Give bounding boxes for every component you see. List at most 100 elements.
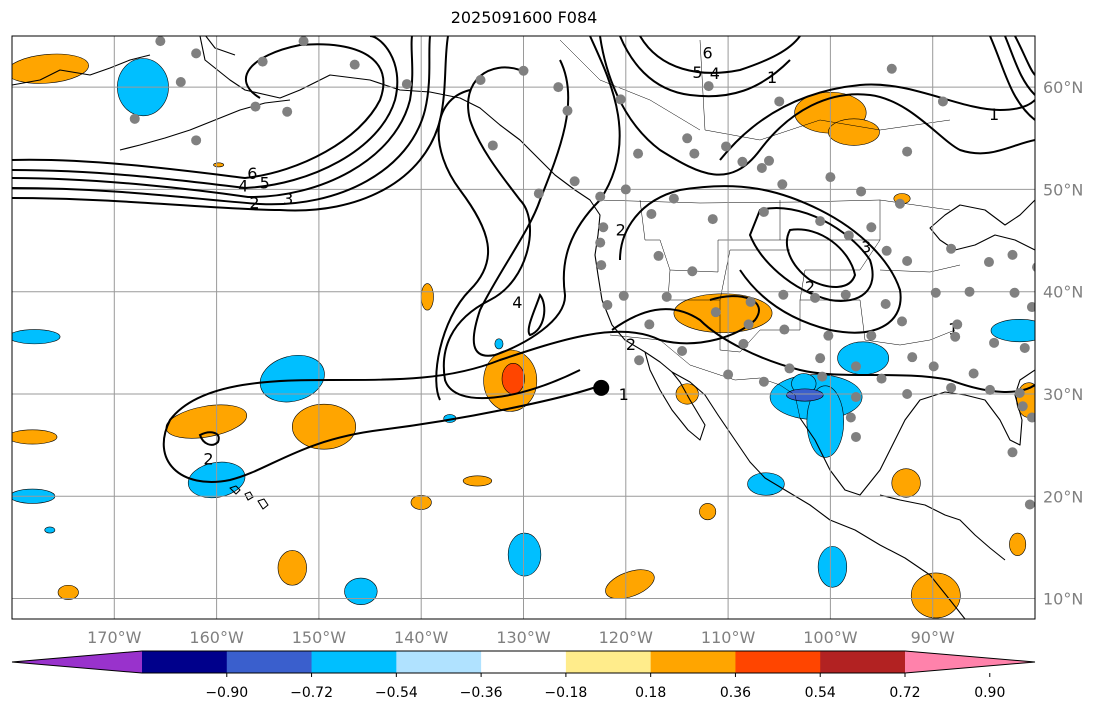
station-dot <box>745 296 756 307</box>
station-dot <box>191 135 202 146</box>
station-dot <box>349 59 360 70</box>
graticule <box>12 36 1035 619</box>
contour-label: 4 <box>512 293 522 312</box>
latitude-label: 60°N <box>1043 78 1083 97</box>
station-dot <box>1009 287 1020 298</box>
station-dot <box>191 48 202 59</box>
negative-anomaly-area <box>259 355 325 403</box>
positive-anomaly-area <box>462 475 493 487</box>
latitude-label: 50°N <box>1043 180 1083 199</box>
station-dot <box>634 355 645 366</box>
colorbar-segment <box>396 651 482 673</box>
station-dot <box>983 257 994 268</box>
latitude-tick-labels: 10°N 20°N 30°N 40°N 50°N 60°N <box>1043 78 1083 608</box>
station-dot <box>298 36 309 47</box>
station-dot <box>774 96 785 107</box>
colorbar-segment <box>311 651 397 673</box>
station-dot <box>856 186 867 197</box>
station-dot <box>595 237 606 248</box>
station-dot <box>946 382 957 393</box>
positive-anomaly-area <box>910 572 961 619</box>
station-dot <box>401 79 412 90</box>
station-dot <box>902 256 913 267</box>
colorbar-tick-label: −0.72 <box>290 685 333 701</box>
longitude-label: 150°W <box>292 628 347 647</box>
station-dot <box>825 172 836 183</box>
station-dot <box>946 243 957 254</box>
positive-anomaly-area <box>501 362 525 395</box>
contour-label: 5 <box>260 173 270 192</box>
positive-anomaly-area <box>828 118 880 146</box>
station-dot <box>952 319 963 330</box>
shading-layer <box>12 53 1035 619</box>
station-dot <box>615 94 626 105</box>
station-dot <box>595 191 606 202</box>
contour-label: 3 <box>283 190 293 209</box>
longitude-label: 90°W <box>911 628 955 647</box>
contour-label: 1 <box>948 320 958 339</box>
colorbar-segment <box>735 651 821 673</box>
station-dot <box>707 214 718 225</box>
negative-anomaly-area <box>990 319 1035 343</box>
longitude-label: 160°W <box>189 628 244 647</box>
negative-anomaly-area <box>817 546 848 588</box>
station-dot <box>902 388 913 399</box>
station-dot <box>843 230 854 241</box>
station-dot <box>758 206 769 217</box>
colorbar-tick-label: 0.18 <box>635 685 666 701</box>
station-dot <box>894 198 905 209</box>
colorbar-segment <box>481 651 567 673</box>
contour-label: 2 <box>249 194 259 213</box>
station-dot <box>845 412 856 423</box>
station-dot <box>817 371 828 382</box>
negative-anomaly-area <box>344 577 378 605</box>
contour-label: 2 <box>616 220 626 239</box>
station-dot <box>1026 412 1035 423</box>
negative-anomaly-area <box>837 341 890 375</box>
station-dot <box>850 392 861 403</box>
contour-label: 1 <box>619 385 629 404</box>
station-dot <box>840 289 851 300</box>
coastlines <box>12 36 1035 619</box>
station-dot <box>282 106 293 117</box>
station-dot <box>646 208 657 219</box>
station-dot <box>784 363 795 374</box>
latitude-label: 30°N <box>1043 385 1083 404</box>
colorbar-tick-label: −0.90 <box>205 685 248 701</box>
latitude-label: 40°N <box>1043 283 1083 302</box>
station-dot <box>602 299 613 310</box>
station-dot <box>723 369 734 380</box>
negative-anomaly-area <box>12 329 61 345</box>
station-dot <box>810 292 821 303</box>
station-dot <box>968 368 979 379</box>
station-dot <box>721 141 732 152</box>
station-dot <box>175 77 186 88</box>
station-dot <box>1019 342 1030 353</box>
station-dot <box>487 140 498 151</box>
station-dot <box>866 330 877 341</box>
station-dot <box>596 260 607 271</box>
colorbar-tick-label: 0.54 <box>805 685 836 701</box>
latitude-label: 10°N <box>1043 590 1083 609</box>
colorbar-extend-low <box>12 651 142 673</box>
station-dot <box>1017 401 1028 412</box>
colorbar-outline <box>11 650 1036 674</box>
station-dot <box>937 96 948 107</box>
station-dot <box>850 431 861 442</box>
station-dot <box>553 82 564 93</box>
colorbar-tick-label: −0.54 <box>375 685 418 701</box>
positive-anomaly-area <box>165 404 248 439</box>
positive-anomaly-area <box>277 550 307 586</box>
positive-anomaly-area <box>57 584 79 600</box>
station-dot <box>703 81 714 92</box>
station-dot <box>620 184 631 195</box>
map-frame <box>11 35 1036 620</box>
station-dot <box>569 176 580 187</box>
longitude-label: 110°W <box>701 628 756 647</box>
station-dot <box>815 353 826 364</box>
station-dot <box>1007 447 1018 458</box>
station-dot <box>984 384 995 395</box>
